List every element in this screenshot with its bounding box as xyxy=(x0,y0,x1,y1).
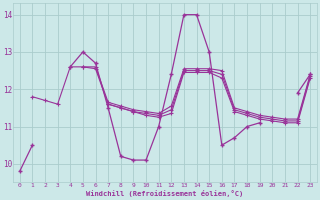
X-axis label: Windchill (Refroidissement éolien,°C): Windchill (Refroidissement éolien,°C) xyxy=(86,190,244,197)
